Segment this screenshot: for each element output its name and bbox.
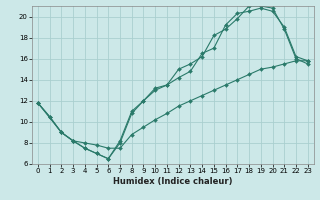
X-axis label: Humidex (Indice chaleur): Humidex (Indice chaleur) [113, 177, 233, 186]
